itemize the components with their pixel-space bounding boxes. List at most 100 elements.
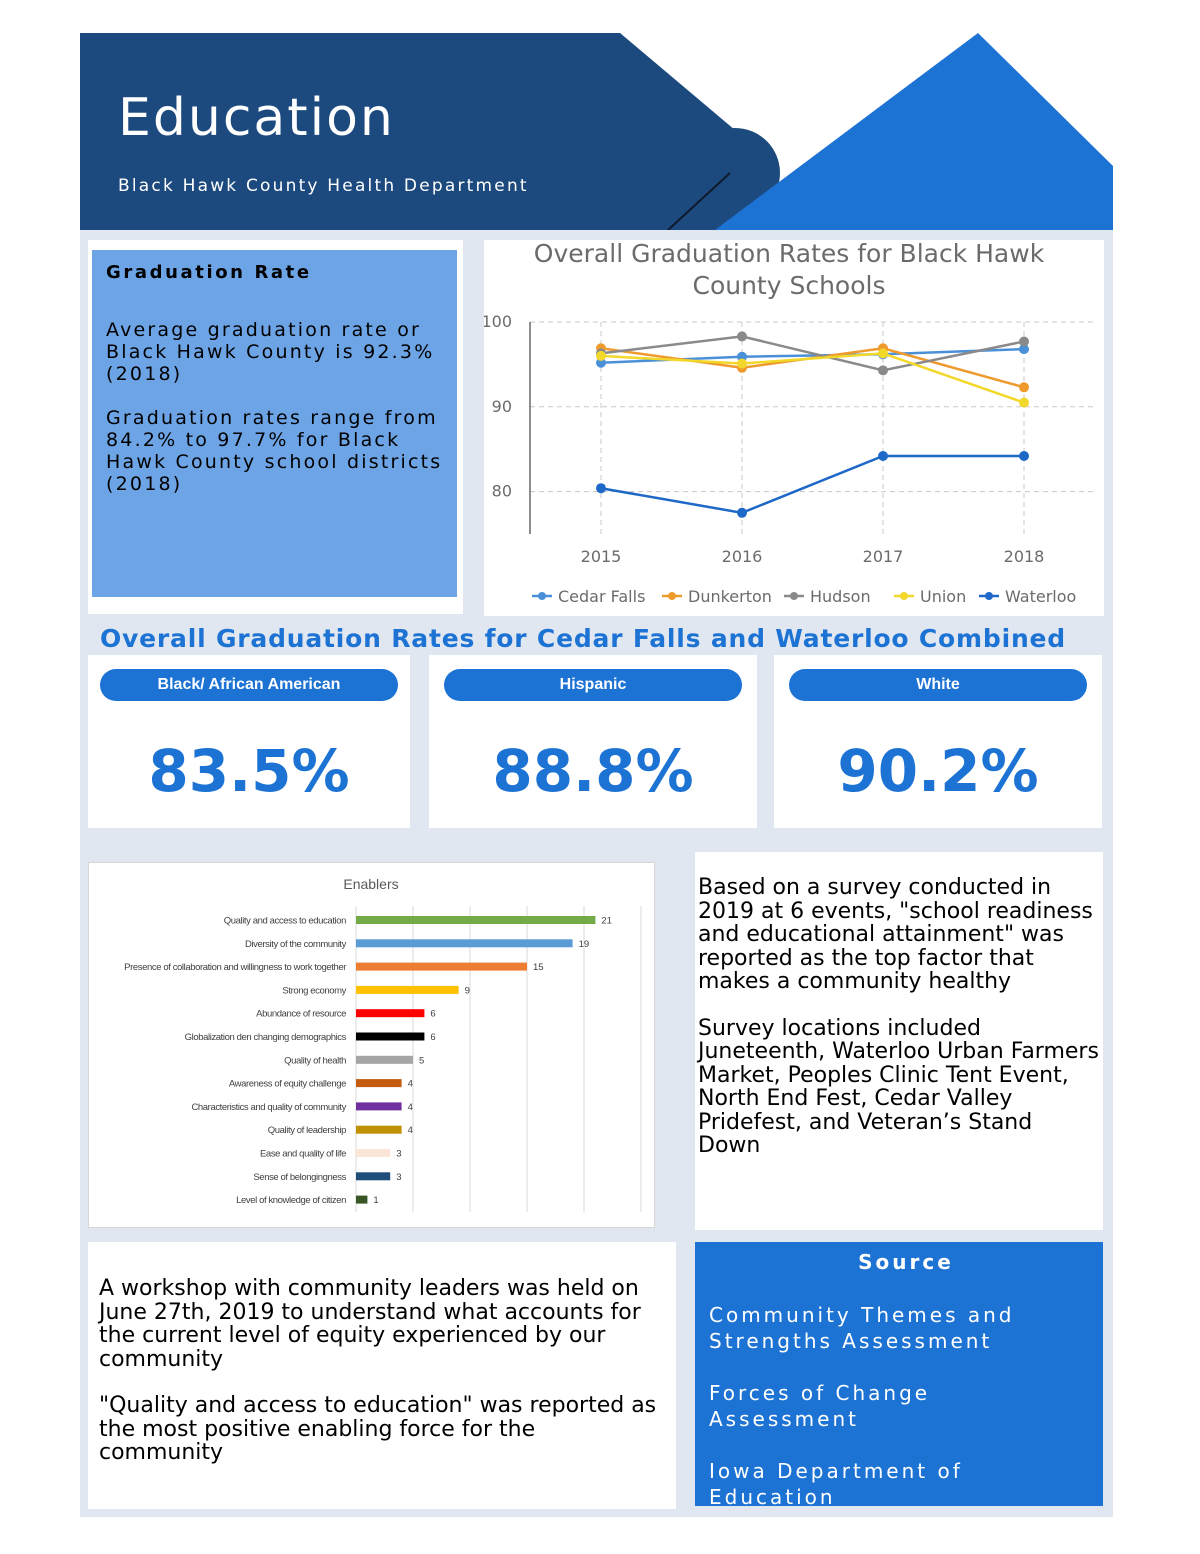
chart-title: Overall Graduation Rates for Black Hawk C… bbox=[534, 240, 1045, 300]
stat-value: 90.2% bbox=[837, 737, 1039, 805]
data-label: 6 bbox=[430, 1032, 435, 1043]
data-label: 19 bbox=[579, 939, 590, 950]
series-line-waterloo bbox=[600, 454, 1024, 515]
enablers-bar-chart: Enablers Quality and access to education 2… bbox=[124, 876, 642, 1212]
data-label: 15 bbox=[533, 962, 544, 973]
data-point-waterloo bbox=[596, 483, 606, 494]
bar bbox=[356, 1102, 402, 1111]
data-label: 4 bbox=[408, 1102, 413, 1113]
category-label: Characteristics and quality of community bbox=[191, 1102, 346, 1113]
bar bbox=[356, 1125, 402, 1134]
stat-value: 88.8% bbox=[492, 737, 694, 805]
stat-label-pill: White bbox=[789, 669, 1087, 701]
chart-title-line: Overall Graduation Rates for Black Hawk bbox=[534, 240, 1045, 268]
bar bbox=[356, 1195, 368, 1204]
stat-card-white: White 90.2% bbox=[774, 655, 1102, 828]
data-point-waterloo bbox=[737, 507, 747, 518]
category-label: Abundance of resource bbox=[256, 1009, 346, 1020]
survey-paragraph-1: Based on a survey conducted in 2019 at 6… bbox=[698, 875, 1093, 994]
stat-card-black-african-american: Black/ African American 83.5% bbox=[88, 655, 410, 828]
category-label: Quality of health bbox=[284, 1055, 346, 1066]
series-line-hudson bbox=[600, 335, 1025, 372]
x-tick-label: 2015 bbox=[581, 547, 622, 566]
data-label: 3 bbox=[396, 1149, 401, 1160]
legend-marker bbox=[985, 592, 993, 600]
data-point-waterloo bbox=[878, 450, 888, 461]
data-point-cedar-falls bbox=[1019, 344, 1029, 355]
y-tick-label: 80 bbox=[492, 482, 512, 501]
survey-text-card: Based on a survey conducted in 2019 at 6… bbox=[695, 852, 1103, 1230]
series-line-union bbox=[600, 352, 1025, 404]
line-chart-frame bbox=[484, 240, 1104, 616]
data-point-union bbox=[737, 358, 747, 369]
workshop-paragraph-1: A workshop with community leaders was he… bbox=[99, 1276, 641, 1372]
data-label: 1 bbox=[373, 1195, 378, 1206]
category-label: Strong economy bbox=[282, 985, 346, 996]
source-title: Source bbox=[858, 1250, 954, 1274]
bar bbox=[356, 1079, 402, 1088]
header-banner: Education Black Hawk County Health Depar… bbox=[80, 33, 1113, 230]
legend-marker bbox=[790, 592, 798, 600]
data-label: 4 bbox=[408, 1125, 413, 1136]
data-point-union bbox=[878, 348, 888, 359]
bar bbox=[356, 1172, 391, 1181]
legend-marker bbox=[538, 592, 546, 600]
source-item: Iowa Department of Education bbox=[709, 1459, 963, 1509]
workshop-paragraph-2: "Quality and access to education" was re… bbox=[99, 1393, 657, 1465]
legend-label: Cedar Falls bbox=[558, 587, 645, 606]
page-subtitle: Black Hawk County Health Department bbox=[118, 176, 529, 196]
bar bbox=[356, 916, 596, 924]
stat-value: 83.5% bbox=[148, 737, 350, 805]
data-point-hudson bbox=[878, 365, 888, 376]
data-point-dunkerton bbox=[1019, 382, 1029, 393]
bar bbox=[356, 939, 573, 948]
legend-marker bbox=[668, 592, 676, 600]
category-label: Level of knowledge of citizen bbox=[236, 1195, 346, 1206]
legend-marker bbox=[900, 592, 908, 600]
stat-label-pill: Hispanic bbox=[444, 669, 742, 701]
data-point-hudson bbox=[1019, 336, 1029, 347]
combined-rates-heading: Overall Graduation Rates for Cedar Falls… bbox=[100, 624, 1066, 653]
bar bbox=[356, 1055, 413, 1064]
bar bbox=[356, 1032, 425, 1041]
data-label: 9 bbox=[465, 985, 470, 996]
y-tick-label: 90 bbox=[492, 397, 512, 416]
x-tick-label: 2017 bbox=[863, 547, 904, 566]
source-card: Source Community Themes and Strengths As… bbox=[695, 1242, 1103, 1509]
category-label: Presence of collaboration and willingnes… bbox=[124, 962, 346, 973]
bar bbox=[356, 1009, 425, 1018]
source-item: Community Themes and Strengths Assessmen… bbox=[709, 1303, 1015, 1353]
bar bbox=[356, 985, 459, 994]
graduation-rate-card: Graduation Rate Average graduation rate … bbox=[92, 250, 457, 597]
data-label: 21 bbox=[601, 916, 612, 927]
category-label: Diversity of the community bbox=[245, 939, 347, 950]
category-label: Quality of leadership bbox=[268, 1125, 346, 1136]
legend-label: Hudson bbox=[810, 587, 871, 606]
legend-label: Dunkerton bbox=[688, 587, 772, 606]
graduation-line-chart: Overall Graduation Rates for Black Hawk C… bbox=[484, 240, 1096, 606]
page-title: Education bbox=[118, 88, 395, 148]
category-label: Ease and quality of life bbox=[260, 1149, 346, 1160]
chart-title-line: County Schools bbox=[692, 271, 885, 300]
x-tick-label: 2018 bbox=[1004, 547, 1045, 566]
data-label: 4 bbox=[408, 1079, 413, 1090]
bar bbox=[356, 962, 527, 971]
x-tick-label: 2016 bbox=[722, 547, 763, 566]
category-label: Globalization den changing demographics bbox=[185, 1032, 347, 1043]
legend-label: Waterloo bbox=[1005, 587, 1076, 606]
graduation-rate-average: Average graduation rate or Black Hawk Co… bbox=[106, 319, 435, 385]
header-mountain-graphic bbox=[80, 33, 1113, 230]
survey-paragraph-2: Survey locations included Juneteenth, Wa… bbox=[698, 1015, 1099, 1158]
data-point-hudson bbox=[737, 331, 747, 342]
stat-label-pill: Black/ African American bbox=[100, 669, 398, 701]
data-label: 5 bbox=[419, 1055, 424, 1066]
chart-title: Enablers bbox=[343, 876, 398, 892]
workshop-text-card: A workshop with community leaders was he… bbox=[88, 1242, 676, 1509]
data-point-union bbox=[1019, 397, 1029, 408]
category-label: Quality and access to education bbox=[224, 916, 346, 927]
stat-card-hispanic: Hispanic 88.8% bbox=[429, 655, 757, 828]
data-label: 6 bbox=[430, 1009, 435, 1020]
graduation-rate-range: Graduation rates range from 84.2% to 97.… bbox=[106, 407, 443, 495]
data-point-waterloo bbox=[1019, 450, 1029, 461]
y-tick-label: 100 bbox=[484, 312, 512, 331]
